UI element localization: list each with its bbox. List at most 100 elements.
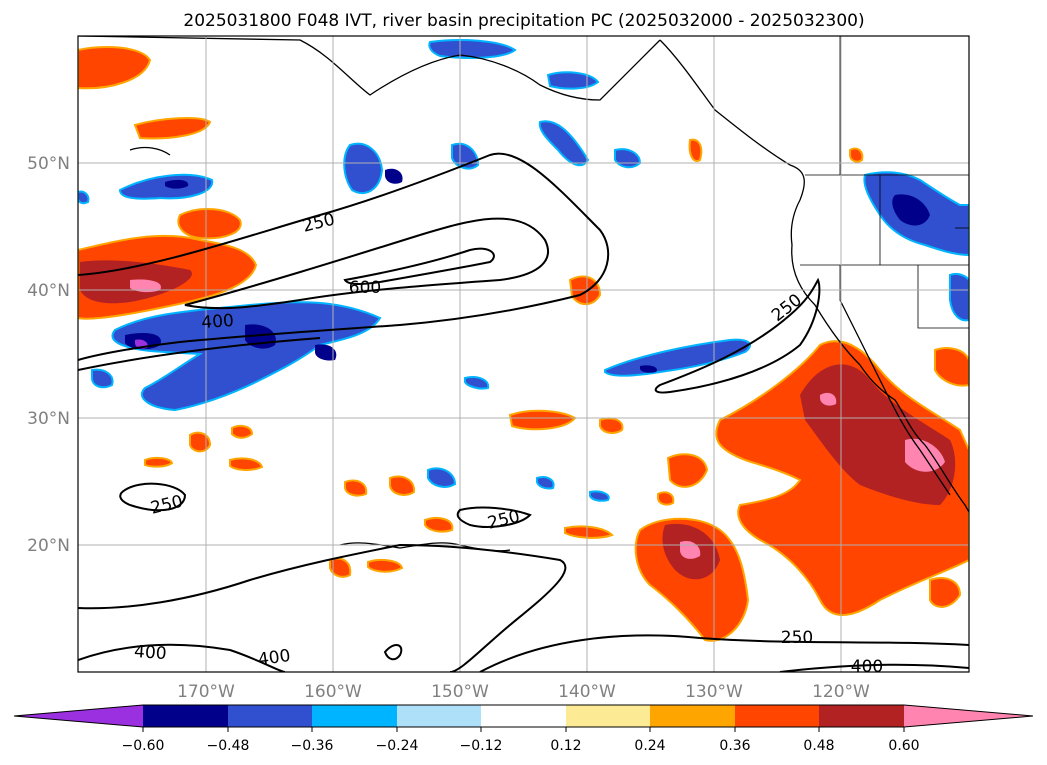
anomaly-region-positive [329, 557, 352, 578]
anomaly-region-negative [949, 272, 969, 322]
ivt-contour-layer [78, 152, 969, 672]
colorbar-extend-left [14, 705, 143, 727]
anomaly-region-positive [177, 208, 242, 240]
latitude-label: 30°N [27, 409, 70, 429]
anomaly-region-positive [229, 457, 264, 471]
latitude-labels: 50°N 40°N 30°N 20°N [27, 154, 70, 556]
anomaly-region-negative [343, 142, 384, 195]
negative-anomaly-layer [78, 39, 969, 502]
colorbar-segment [397, 705, 481, 727]
anomaly-region-positive [231, 425, 254, 439]
colorbar: −0.60 −0.48 −0.36 −0.24 −0.12 0.12 0.24 … [13, 704, 1034, 754]
figure-title: 2025031800 F048 IVT, river basin precipi… [183, 11, 864, 31]
longitude-label: 150°W [431, 682, 489, 702]
contour-label: 250 [781, 628, 813, 648]
colorbar-segment [312, 705, 397, 727]
anomaly-region-positive [144, 456, 174, 468]
latitude-label: 40°N [27, 281, 70, 301]
map-frame [77, 35, 970, 673]
ivt-contour-250 [479, 634, 969, 672]
ivt-contour-250 [78, 337, 321, 371]
anomaly-region-negative [165, 179, 189, 189]
anomaly-region-negative [640, 365, 657, 373]
border-line [917, 265, 969, 329]
ivt-contour-250 [119, 482, 187, 512]
anomaly-region-negative [538, 120, 590, 167]
anomaly-region-positive [599, 417, 624, 434]
ivt-contour-250 [456, 506, 532, 528]
contour-label: 400 [257, 646, 292, 670]
coastline [129, 146, 171, 156]
colorbar-ticks [142, 727, 905, 732]
colorbar-tick-label: −0.36 [291, 738, 334, 754]
anomaly-region-positive [657, 491, 675, 506]
latitude-label: 20°N [27, 536, 70, 556]
colorbar-segment [735, 705, 819, 727]
anomaly-region-positive [688, 138, 703, 162]
colorbar-tick-label: −0.48 [207, 738, 250, 754]
anomaly-region-positive [389, 475, 416, 496]
colorbar-tick-labels: −0.60 −0.48 −0.36 −0.24 −0.12 0.12 0.24 … [122, 738, 920, 754]
colorbar-segment [228, 705, 312, 727]
anomaly-region-negative [315, 344, 337, 361]
anomaly-region-positive [344, 479, 368, 497]
anomaly-region-negative [546, 71, 600, 90]
colorbar-tick-label: −0.24 [376, 738, 419, 754]
anomaly-region-negative [428, 39, 517, 59]
ivt-contour-400 [184, 217, 549, 310]
anomaly-region-positive [934, 347, 969, 387]
anomaly-region-positive [849, 147, 864, 163]
ivt-contour-400 [779, 663, 969, 672]
colorbar-tick-label: 0.60 [888, 738, 919, 754]
anomaly-region-negative [385, 168, 403, 184]
longitude-label: 140°W [558, 682, 616, 702]
state-borders [800, 36, 969, 329]
anomaly-region-positive [78, 46, 152, 90]
contour-label: 400 [133, 642, 167, 664]
colorbar-segment [566, 705, 650, 727]
positive-anomaly-layer [78, 46, 969, 642]
anomaly-region-positive [189, 431, 212, 453]
ivt-contour-250 [654, 277, 821, 394]
colorbar-segment [481, 705, 566, 727]
colorbar-segments [143, 705, 904, 727]
ivt-contour-250 [78, 152, 610, 361]
anomaly-region-positive [715, 340, 969, 616]
contour-label: 600 [349, 278, 381, 298]
colorbar-tick-label: 0.24 [634, 738, 665, 754]
colorbar-segment [819, 705, 904, 727]
longitude-label: 170°W [177, 682, 235, 702]
anomaly-region-negative [427, 467, 457, 488]
colorbar-tick-label: −0.12 [460, 738, 503, 754]
anomaly-region-negative [589, 490, 610, 502]
anomaly-region-positive [130, 279, 161, 293]
ivt-contour-600 [343, 247, 495, 286]
colorbar-segment [143, 705, 228, 727]
coastline-layer [78, 36, 969, 552]
anomaly-region-positive [424, 517, 454, 533]
colorbar-extend-right [904, 705, 1033, 727]
colorbar-tick-label: 0.48 [803, 738, 834, 754]
contour-label: 400 [851, 657, 883, 677]
colorbar-segment [650, 705, 735, 727]
anomaly-region-negative [536, 476, 555, 490]
map-panel: 250 600 400 250 250 250 400 400 250 400 [77, 35, 970, 677]
anomaly-region-positive [133, 117, 212, 140]
anomaly-region-negative [78, 190, 90, 205]
anomaly-region-positive [564, 525, 614, 539]
ivt-contour-400 [78, 643, 286, 672]
colorbar-tick-label: 0.36 [719, 738, 750, 754]
longitude-labels: 170°W 160°W 150°W 140°W 130°W 120°W [177, 682, 870, 702]
anomaly-region-positive [367, 559, 404, 573]
latitude-label: 50°N [27, 154, 70, 174]
colorbar-tick-label: 0.12 [550, 738, 581, 754]
ivt-contour-250 [383, 644, 403, 661]
anomaly-region-positive [820, 392, 837, 406]
contour-label: 400 [201, 311, 235, 333]
coastline [839, 299, 951, 496]
longitude-label: 130°W [685, 682, 743, 702]
graticule [78, 36, 969, 672]
ivt-contour-400 [78, 543, 567, 672]
anomaly-region-negative [91, 368, 114, 389]
